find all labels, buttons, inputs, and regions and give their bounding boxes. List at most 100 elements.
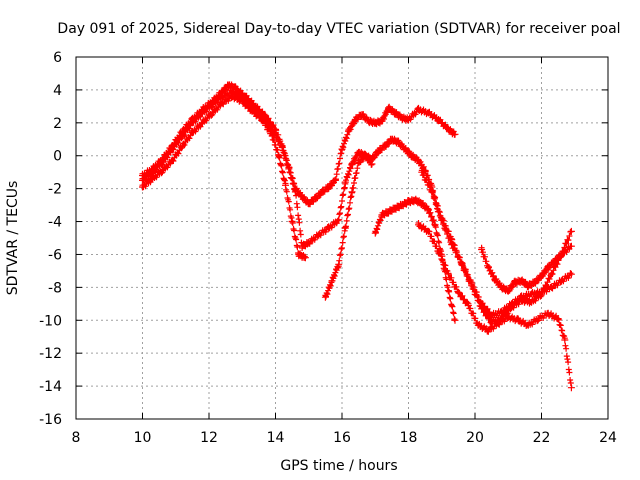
data-point	[288, 218, 296, 225]
data-point	[335, 260, 343, 268]
data-point	[391, 109, 399, 117]
data-point	[375, 147, 383, 155]
data-point	[341, 178, 349, 186]
plot-frame	[75, 56, 609, 420]
data-point	[391, 204, 399, 212]
y-tick-label: -16	[39, 412, 62, 428]
series-track-d	[321, 151, 376, 301]
data-point	[208, 101, 216, 109]
series-track-c	[139, 93, 309, 262]
data-point	[498, 283, 506, 291]
data-point	[514, 316, 522, 324]
x-tick-label: 16	[333, 430, 351, 446]
data-point	[444, 270, 452, 278]
data-point	[248, 107, 256, 115]
data-point	[494, 320, 502, 328]
data-point	[434, 247, 442, 255]
data-point	[395, 139, 402, 147]
data-point	[528, 290, 535, 298]
data-point	[388, 135, 396, 143]
data-point	[208, 109, 216, 117]
data-point	[358, 111, 366, 119]
x-tick-label: 20	[466, 430, 484, 446]
data-point	[491, 275, 499, 283]
data-point	[524, 321, 532, 329]
y-tick-label: -10	[39, 313, 62, 329]
data-point	[398, 201, 406, 209]
data-point	[524, 282, 532, 290]
data-point	[278, 142, 286, 150]
data-point	[488, 318, 496, 326]
series-track-g	[478, 242, 575, 295]
data-point	[311, 195, 319, 202]
data-point	[355, 148, 363, 156]
series-track-f	[415, 220, 575, 392]
data-point	[474, 321, 482, 329]
data-point	[415, 221, 422, 229]
axis-ticks: 8 10 12 14 16 18 20 22 24-16-14-12-10-8-6-4-2024…	[39, 50, 617, 446]
grid	[76, 57, 608, 419]
y-tick-label: -12	[39, 346, 62, 362]
data-point	[454, 288, 462, 296]
data-point	[291, 188, 299, 196]
data-point	[401, 145, 409, 153]
data-point	[425, 206, 432, 214]
data-point	[444, 125, 452, 133]
data-point	[325, 224, 333, 232]
data-point	[484, 326, 492, 334]
data-point	[558, 251, 565, 258]
series-track-e	[371, 195, 459, 324]
data-point	[158, 167, 166, 174]
data-point	[285, 165, 293, 173]
data-point	[345, 127, 353, 135]
data-point	[518, 297, 525, 304]
data-point	[258, 116, 266, 123]
data-point	[534, 315, 542, 323]
data-point	[431, 221, 439, 229]
data-point	[425, 227, 432, 235]
data-point	[538, 272, 545, 280]
data-point	[418, 168, 426, 176]
y-tick-label: 2	[53, 116, 62, 132]
data-point	[567, 242, 575, 250]
data-point	[385, 208, 392, 216]
data-point	[484, 264, 492, 272]
data-point	[425, 109, 432, 117]
data-point	[544, 310, 552, 318]
data-point	[548, 270, 555, 278]
data-point	[282, 181, 289, 189]
x-tick-label: 8	[72, 430, 81, 446]
series-trail	[139, 93, 308, 261]
data-point	[398, 114, 406, 122]
data-point	[567, 270, 575, 278]
data-point	[444, 287, 452, 295]
data-point	[451, 316, 459, 324]
data-point	[318, 188, 326, 196]
series-trail	[418, 167, 574, 327]
data-point	[158, 158, 166, 166]
y-axis-label: SDTVAR / TECUs	[5, 181, 21, 296]
data-point	[458, 260, 466, 268]
y-tick-label: -6	[48, 247, 62, 263]
data-point	[238, 97, 246, 105]
data-point	[434, 116, 442, 123]
data-point	[511, 278, 519, 286]
data-point	[548, 283, 555, 291]
data-point	[321, 293, 329, 301]
data-point	[188, 119, 196, 127]
data-point	[405, 116, 412, 123]
data-point	[428, 188, 436, 196]
data-point	[385, 104, 392, 112]
series-track-h	[418, 167, 575, 327]
data-point	[315, 231, 323, 239]
data-point	[371, 119, 379, 127]
data-point	[415, 106, 422, 114]
data-point	[325, 183, 333, 191]
data-point	[328, 277, 336, 285]
x-tick-label: 18	[400, 430, 418, 446]
data-point	[518, 277, 525, 285]
y-tick-label: -4	[48, 215, 62, 231]
data-point	[464, 302, 472, 309]
data-point	[338, 145, 346, 153]
data-point	[468, 282, 476, 290]
